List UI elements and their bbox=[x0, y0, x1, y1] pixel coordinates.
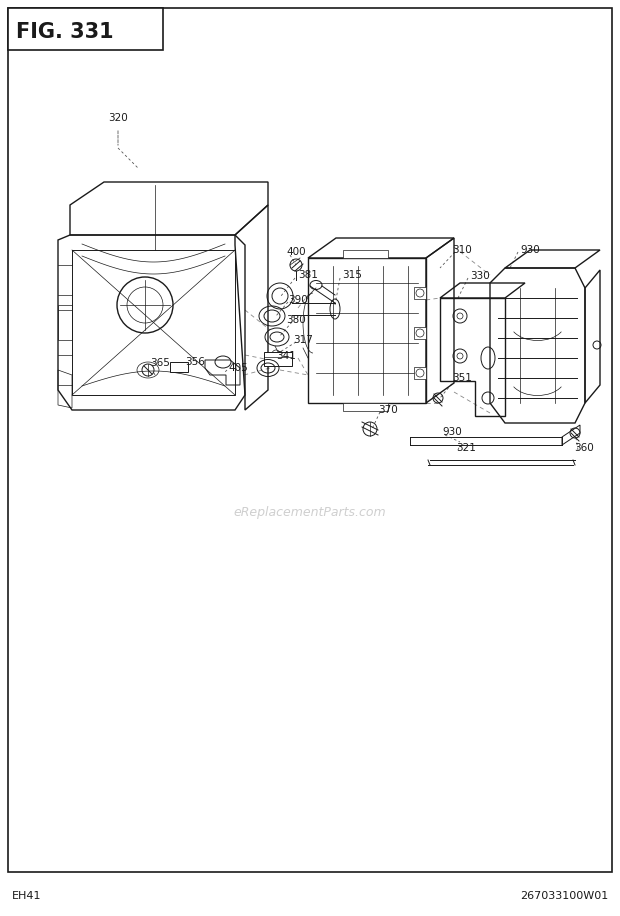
Text: 365: 365 bbox=[150, 358, 170, 368]
Text: 320: 320 bbox=[108, 113, 128, 123]
Bar bbox=[170, 362, 188, 372]
Text: 315: 315 bbox=[342, 270, 362, 280]
Bar bbox=[343, 250, 388, 258]
Bar bbox=[8, 8, 163, 50]
Text: eReplacementParts.com: eReplacementParts.com bbox=[234, 507, 386, 519]
Text: 930: 930 bbox=[442, 427, 462, 437]
Text: EH41: EH41 bbox=[12, 891, 42, 901]
Text: 360: 360 bbox=[574, 443, 594, 453]
Text: 351: 351 bbox=[452, 373, 472, 383]
Text: FIG. 331: FIG. 331 bbox=[16, 22, 113, 42]
Text: 330: 330 bbox=[470, 271, 490, 281]
Text: 341: 341 bbox=[276, 351, 296, 361]
Text: 405: 405 bbox=[228, 363, 248, 373]
Text: 321: 321 bbox=[456, 443, 476, 453]
Text: 380: 380 bbox=[286, 315, 306, 325]
Bar bbox=[343, 403, 388, 411]
Text: 930: 930 bbox=[520, 245, 540, 255]
Bar bbox=[414, 367, 426, 379]
Text: 400: 400 bbox=[286, 247, 306, 257]
Text: 381: 381 bbox=[298, 270, 318, 280]
Text: 317: 317 bbox=[293, 335, 313, 345]
Text: 390: 390 bbox=[288, 295, 308, 305]
Bar bbox=[414, 327, 426, 339]
Bar bbox=[264, 352, 292, 366]
Text: 356: 356 bbox=[185, 357, 205, 367]
Text: 310: 310 bbox=[452, 245, 472, 255]
Text: 370: 370 bbox=[378, 405, 398, 415]
Text: 267033100W01: 267033100W01 bbox=[520, 891, 608, 901]
Bar bbox=[414, 287, 426, 299]
